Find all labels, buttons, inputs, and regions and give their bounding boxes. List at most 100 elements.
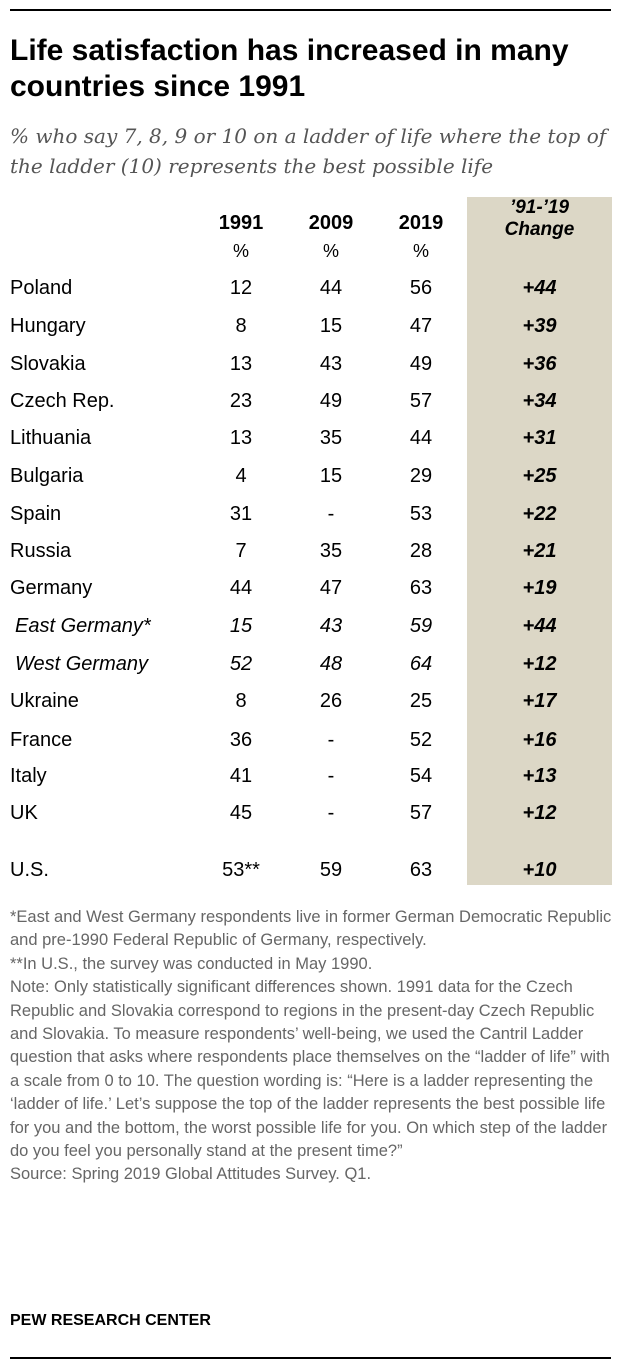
bottom-rule [10,1357,611,1359]
table-row: Hungary 8 15 47 +39 [0,311,640,341]
value-2019: 54 [409,765,433,787]
value-1991: 23 [229,390,253,412]
value-2009: 47 [319,577,343,599]
table-row: Russia 7 35 28 +21 [0,536,640,566]
row-country: Bulgaria [10,465,84,487]
value-change: +39 [522,315,557,337]
footnote-germany: *East and West Germany respondents live … [10,908,612,950]
table-row: East Germany* 15 43 59 +44 [0,611,640,641]
value-2019: 52 [409,729,433,751]
value-2009: 15 [319,315,343,337]
row-country: West Germany [15,653,148,675]
value-2019: 29 [409,465,433,487]
column-unit-2009: % [322,241,339,261]
value-1991: 8 [235,690,247,712]
value-1991: 13 [229,427,253,449]
value-change: +12 [522,653,557,675]
value-change: +10 [522,859,557,881]
value-2009: 26 [319,690,343,712]
footnote-us: **In U.S., the survey was conducted in M… [10,954,373,973]
row-country: Czech Rep. [10,390,115,412]
table-row: Slovakia 13 43 49 +36 [0,349,640,379]
table-row: Poland 12 44 56 +44 [0,273,640,303]
column-unit-1991: % [232,241,249,261]
value-2009: 48 [319,653,343,675]
value-1991: 45 [229,802,253,824]
change-column-background [467,197,612,885]
table-row: Lithuania 13 35 44 +31 [0,423,640,453]
value-change: +44 [522,277,557,299]
value-1991: 31 [229,503,253,525]
value-2019: 25 [409,690,433,712]
column-header-1991: 1991 [218,212,264,234]
value-2009: 35 [319,540,343,562]
column-header-2009: 2009 [308,212,354,234]
table-row: Czech Rep. 23 49 57 +34 [0,386,640,416]
value-1991: 53** [222,859,260,881]
row-country: Lithuania [10,427,92,449]
table-row: U.S. 53** 59 63 +10 [0,855,640,885]
table-row: Bulgaria 4 15 29 +25 [0,461,640,491]
source-note: Source: Spring 2019 Global Attitudes Sur… [10,1165,372,1184]
row-country: U.S. [10,859,49,881]
value-2009: - [327,765,335,787]
table-row: Spain 31 - 53 +22 [0,499,640,529]
value-change: +31 [522,427,557,449]
value-2009: 15 [319,465,343,487]
chart-notes: *East and West Germany respondents live … [10,906,615,1187]
value-2019: 59 [409,615,433,637]
value-1991: 15 [229,615,253,637]
value-2019: 63 [409,859,433,881]
value-2019: 64 [409,653,433,675]
row-country: Hungary [10,315,86,337]
chart-title: Life satisfaction has increased in many … [10,34,569,103]
value-change: +44 [522,615,557,637]
value-1991: 52 [229,653,253,675]
change-header-years: ’91-’19 [509,197,570,218]
organization-name: PEW RESEARCH CENTER [10,1312,211,1329]
row-country: Italy [10,765,47,787]
row-country: Spain [10,503,62,525]
table-row: Germany 44 47 63 +19 [0,573,640,603]
row-country: Germany [10,577,93,599]
value-2019: 47 [409,315,433,337]
value-change: +19 [522,577,557,599]
methodology-note: Note: Only statistically significant dif… [10,978,610,1161]
value-2009: - [327,503,335,525]
value-1991: 8 [235,315,247,337]
value-1991: 4 [235,465,247,487]
value-2019: 63 [409,577,433,599]
value-2009: 44 [319,277,343,299]
value-change: +22 [522,503,557,525]
change-header-label: Change [504,219,575,240]
row-country: Slovakia [10,353,86,375]
table-row: UK 45 - 57 +12 [0,798,640,828]
value-1991: 36 [229,729,253,751]
value-2019: 57 [409,390,433,412]
value-2009: - [327,729,335,751]
column-header-change: ’91-’19 Change [467,197,612,241]
value-2009: 35 [319,427,343,449]
value-1991: 41 [229,765,253,787]
value-change: +34 [522,390,557,412]
value-change: +13 [522,765,557,787]
value-1991: 12 [229,277,253,299]
row-country: Russia [10,540,72,562]
value-2019: 56 [409,277,433,299]
column-unit-2019: % [412,241,429,261]
value-2019: 28 [409,540,433,562]
value-change: +21 [522,540,557,562]
value-change: +16 [522,729,557,751]
value-change: +12 [522,802,557,824]
chart-subtitle: % who say 7, 8, 9 or 10 on a ladder of l… [10,124,607,178]
value-change: +36 [522,353,557,375]
row-country: UK [10,802,38,824]
row-country: Ukraine [10,690,79,712]
column-header-2019: 2019 [398,212,444,234]
value-2019: 53 [409,503,433,525]
row-country: Poland [10,277,73,299]
value-2019: 57 [409,802,433,824]
table-row: France 36 - 52 +16 [0,725,640,755]
table-row: Italy 41 - 54 +13 [0,761,640,791]
value-2009: 43 [319,353,343,375]
